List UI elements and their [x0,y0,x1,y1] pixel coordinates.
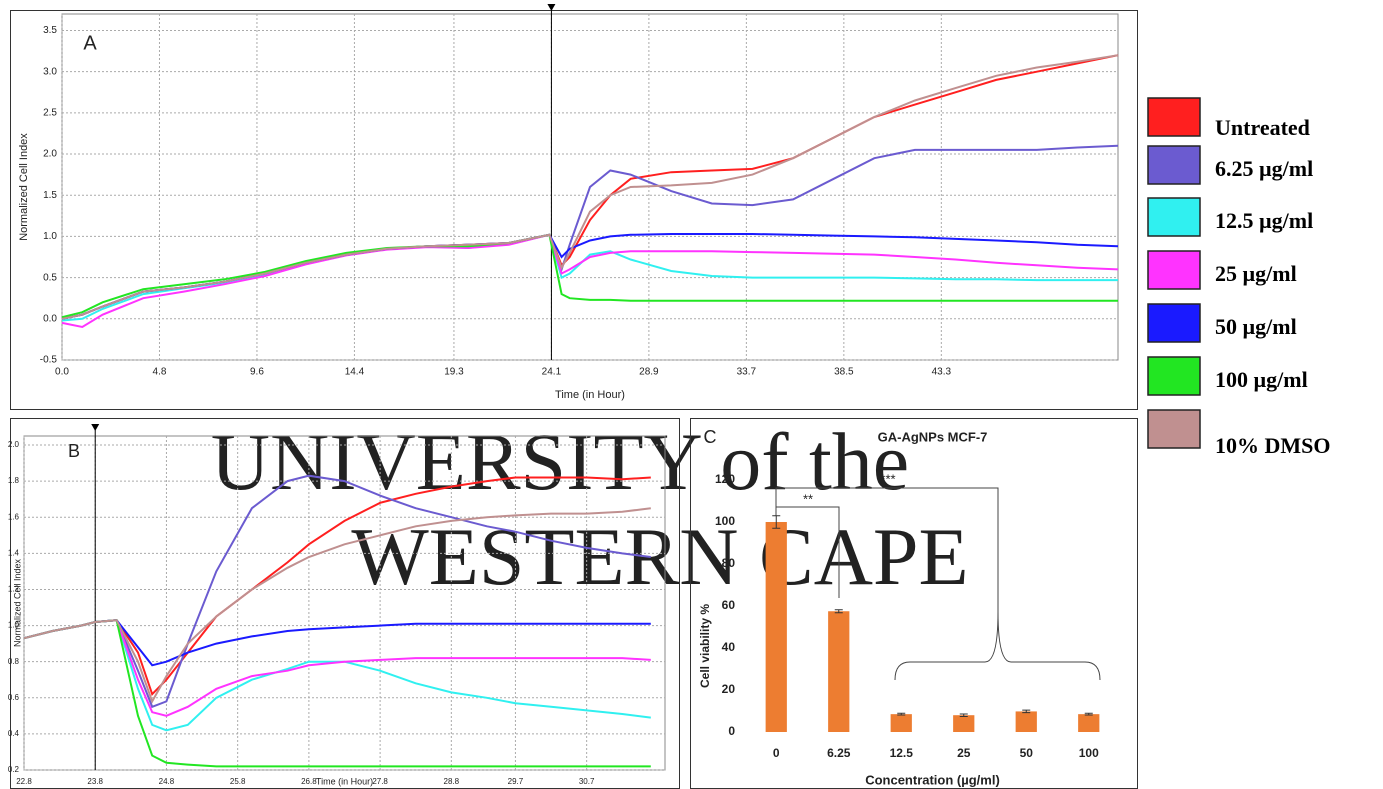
y-tick-label: -0.5 [40,355,58,366]
x-axis-label: Time (in Hour) [555,389,625,401]
x-tick-label: 29.7 [508,777,524,786]
legend-label: 100 µg/ml [1215,367,1308,392]
x-tick-label: 14.4 [345,367,365,378]
x-axis-label: Time (in Hour) [316,776,373,786]
y-tick-label: 1.5 [43,190,57,201]
bar [891,714,912,732]
y-tick-label: 60 [722,598,736,612]
watermark: WESTERN CAPE [351,511,968,602]
y-tick-label: 3.5 [43,25,57,36]
x-tick-label: 0 [773,746,780,760]
legend-swatch [1148,198,1200,236]
x-tick-label: 6.25 [827,746,851,760]
x-tick-label: 27.8 [372,777,388,786]
x-tick-label: 26.8 [301,777,317,786]
x-tick-label: 0.0 [55,367,69,378]
x-tick-label: 25 [957,746,971,760]
legend-label: 12.5 µg/ml [1215,208,1313,233]
treatment-marker [547,4,555,11]
bar [1078,714,1099,732]
annotation: *** [880,471,895,486]
panel-label: B [68,441,80,461]
figure: UNIVERSITY of the WESTERN CAPE ** *** 0.… [0,0,1383,789]
y-tick-label: 3.0 [43,66,57,77]
x-tick-label: 38.5 [834,367,854,378]
y-tick-label: 2.0 [8,440,20,449]
y-tick-label: 100 [715,514,735,528]
legend-swatch [1148,410,1200,448]
x-tick-label: 28.9 [639,367,659,378]
x-tick-label: 4.8 [153,367,167,378]
y-tick-label: 1.8 [8,476,20,485]
legend-swatch [1148,251,1200,289]
y-tick-label: 0.8 [8,657,20,666]
y-tick-label: 2.5 [43,107,57,118]
panel-label: A [83,32,97,54]
x-tick-label: 100 [1079,746,1099,760]
treatment-marker [91,424,99,431]
y-tick-label: 0.2 [8,765,20,774]
x-tick-label: 50 [1020,746,1034,760]
y-tick-label: 2.0 [43,149,57,160]
x-tick-label: 43.3 [932,367,952,378]
y-tick-label: 1.6 [8,512,20,521]
y-tick-label: 0.5 [43,272,57,283]
x-tick-label: 30.7 [579,777,595,786]
bar [1016,711,1037,732]
x-tick-label: 12.5 [890,746,914,760]
x-tick-label: 25.8 [230,777,246,786]
legend-swatch [1148,357,1200,395]
y-tick-label: 40 [722,640,736,654]
annotation: ** [803,491,813,506]
group-brace [895,612,1100,680]
x-tick-label: 22.8 [16,777,32,786]
y-tick-label: 120 [715,472,735,486]
legend-label: 25 µg/ml [1215,261,1297,286]
legend-label: Untreated [1215,115,1310,140]
y-axis-label: Normalized Cell Index [18,133,30,241]
bar [766,522,787,732]
x-tick-label: 23.8 [87,777,103,786]
x-tick-label: 24.8 [159,777,175,786]
x-tick-label: 24.1 [542,367,562,378]
y-tick-label: 1.4 [8,548,20,557]
y-tick-label: 0.0 [43,313,57,324]
series-line [62,234,1118,319]
y-tick-label: 0.4 [8,729,20,738]
y-tick-label: 0 [728,724,735,738]
series-line [62,235,1118,317]
series-line [24,620,651,730]
legend-label: 10% DMSO [1215,433,1331,458]
x-tick-label: 19.3 [444,367,464,378]
x-tick-label: 9.6 [250,367,264,378]
y-axis-label: Cell viability % [698,604,712,688]
legend-label: 6.25 µg/ml [1215,156,1313,181]
y-tick-label: 1.0 [43,231,57,242]
legend-label: 50 µg/ml [1215,314,1297,339]
x-axis-label: Concentration (µg/ml) [865,772,1000,787]
legend-swatch [1148,146,1200,184]
series-line [24,620,651,716]
bar [828,611,849,732]
panel-label: C [704,427,717,447]
y-tick-label: 80 [722,556,736,570]
x-tick-label: 33.7 [737,367,757,378]
y-tick-label: 0.6 [8,693,20,702]
series-line [24,620,651,766]
series-line [62,235,1118,327]
bar [953,715,974,732]
y-axis-label: Normalized Cell Index [12,558,22,647]
panel-frame [11,11,1138,410]
chart-title: GA-AgNPs MCF-7 [878,429,988,444]
x-tick-label: 28.8 [444,777,460,786]
y-tick-label: 20 [722,682,736,696]
series-line [62,146,1118,319]
legend-swatch [1148,304,1200,342]
legend-swatch [1148,98,1200,136]
